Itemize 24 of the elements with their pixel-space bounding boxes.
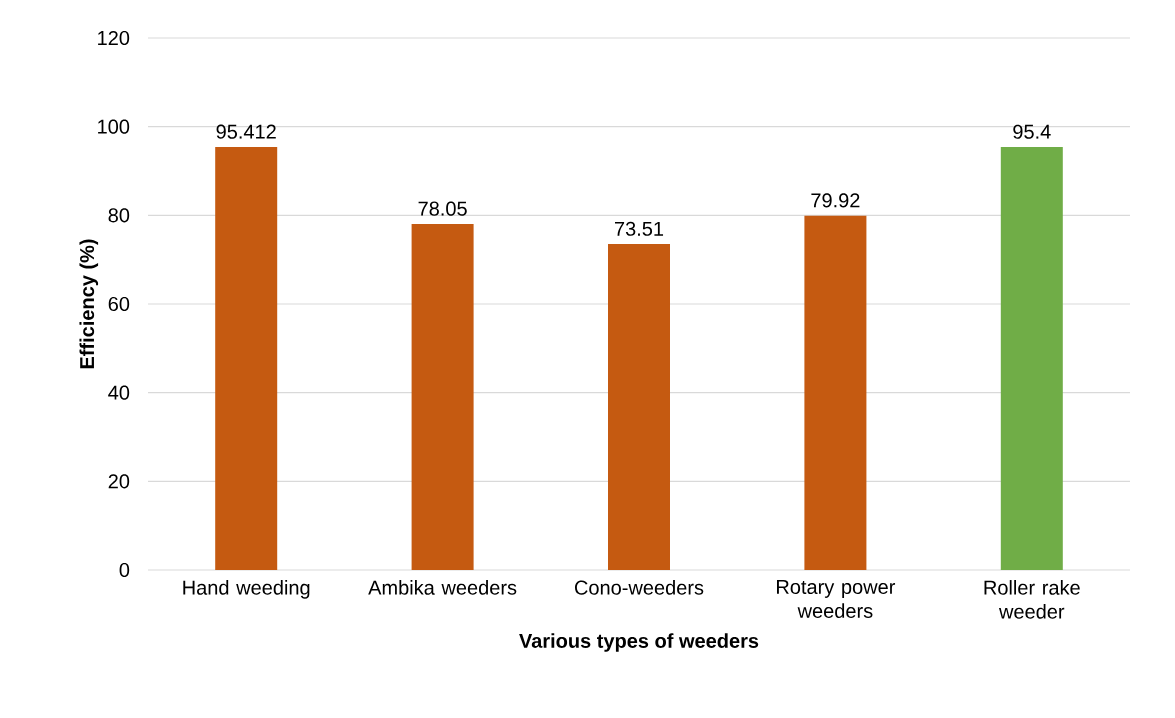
- x-tick-label: Roller rake weeder: [984, 580, 1080, 619]
- y-tick-label: 40: [108, 385, 130, 400]
- data-label: 95.412: [216, 124, 276, 139]
- bar: [215, 147, 278, 570]
- y-tick-label: 80: [108, 208, 130, 223]
- y-tick-label: 60: [108, 296, 130, 312]
- data-label: 78.05: [418, 201, 467, 216]
- x-tick-label: Cono-weeders: [574, 580, 704, 595]
- x-axis-title: Various types of weeders: [519, 633, 759, 652]
- y-tick-label: 100: [98, 119, 130, 134]
- data-label: 95.4: [1013, 124, 1051, 139]
- x-tick-label: Ambika weeders: [368, 580, 517, 595]
- bar: [608, 244, 670, 570]
- y-tick-label: 0: [119, 562, 130, 578]
- data-label: 73.51: [615, 221, 664, 236]
- y-tick-label: 120: [98, 30, 130, 46]
- x-tick-label: Rotary power weeders: [777, 580, 896, 618]
- bar: [804, 215, 867, 570]
- x-tick-label: Hand weeding: [183, 580, 310, 599]
- bar: [1000, 147, 1063, 570]
- y-tick-label: 20: [108, 474, 130, 489]
- y-axis-title: Efficiency (%): [79, 239, 99, 369]
- data-label: 79.92: [811, 193, 860, 208]
- bar: [411, 223, 474, 570]
